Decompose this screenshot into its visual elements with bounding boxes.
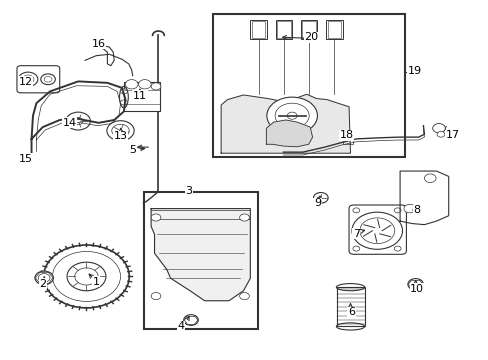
Bar bbox=[123, 82, 160, 111]
Circle shape bbox=[351, 212, 402, 249]
Text: 1: 1 bbox=[93, 277, 100, 287]
Text: 10: 10 bbox=[409, 284, 423, 294]
Text: 18: 18 bbox=[339, 130, 353, 140]
Bar bbox=[251, 21, 265, 38]
Circle shape bbox=[120, 100, 127, 105]
Polygon shape bbox=[266, 120, 312, 147]
Text: 16: 16 bbox=[91, 39, 105, 49]
Bar bbox=[302, 21, 315, 38]
Circle shape bbox=[107, 121, 134, 141]
Text: 14: 14 bbox=[62, 118, 76, 128]
Text: 8: 8 bbox=[413, 205, 420, 215]
Circle shape bbox=[393, 208, 400, 213]
Text: 17: 17 bbox=[445, 130, 459, 140]
FancyBboxPatch shape bbox=[348, 205, 406, 254]
Circle shape bbox=[151, 293, 161, 300]
Text: 19: 19 bbox=[407, 66, 421, 76]
Circle shape bbox=[239, 214, 249, 221]
Bar bbox=[143, 192, 258, 329]
Text: 9: 9 bbox=[313, 198, 320, 208]
Circle shape bbox=[41, 74, 55, 85]
Text: 2: 2 bbox=[39, 279, 46, 289]
Circle shape bbox=[151, 83, 161, 90]
Text: 6: 6 bbox=[347, 307, 354, 317]
Text: 12: 12 bbox=[19, 77, 33, 87]
Circle shape bbox=[266, 97, 317, 134]
Circle shape bbox=[403, 204, 415, 213]
Circle shape bbox=[239, 293, 249, 300]
Bar bbox=[325, 20, 342, 39]
Circle shape bbox=[43, 245, 129, 308]
Polygon shape bbox=[96, 45, 114, 66]
Polygon shape bbox=[151, 208, 250, 301]
Bar bbox=[327, 21, 341, 38]
Circle shape bbox=[125, 80, 138, 89]
Text: 5: 5 bbox=[129, 145, 136, 155]
Circle shape bbox=[313, 193, 327, 203]
Text: 4: 4 bbox=[177, 321, 184, 332]
Text: 20: 20 bbox=[304, 32, 318, 42]
Bar bbox=[342, 138, 353, 144]
Bar bbox=[300, 20, 317, 39]
Text: 7: 7 bbox=[352, 229, 359, 239]
Bar bbox=[250, 20, 266, 39]
Polygon shape bbox=[221, 94, 350, 153]
Circle shape bbox=[35, 271, 53, 285]
Circle shape bbox=[352, 246, 359, 251]
Bar bbox=[212, 14, 404, 157]
Circle shape bbox=[19, 72, 38, 86]
Circle shape bbox=[183, 315, 198, 325]
Circle shape bbox=[393, 246, 400, 251]
Text: 13: 13 bbox=[113, 131, 127, 141]
Text: 11: 11 bbox=[133, 91, 147, 101]
Polygon shape bbox=[399, 171, 448, 225]
Bar bbox=[277, 21, 290, 38]
Text: 3: 3 bbox=[184, 186, 192, 196]
FancyBboxPatch shape bbox=[17, 66, 60, 93]
Circle shape bbox=[120, 89, 127, 94]
Circle shape bbox=[151, 214, 161, 221]
Bar bbox=[336, 287, 365, 327]
Circle shape bbox=[352, 208, 359, 213]
Circle shape bbox=[407, 279, 423, 290]
Circle shape bbox=[138, 80, 151, 89]
Bar bbox=[275, 20, 291, 39]
Circle shape bbox=[436, 131, 444, 137]
Circle shape bbox=[66, 112, 90, 130]
Text: 15: 15 bbox=[19, 154, 33, 163]
Circle shape bbox=[424, 174, 435, 183]
Circle shape bbox=[432, 123, 445, 133]
